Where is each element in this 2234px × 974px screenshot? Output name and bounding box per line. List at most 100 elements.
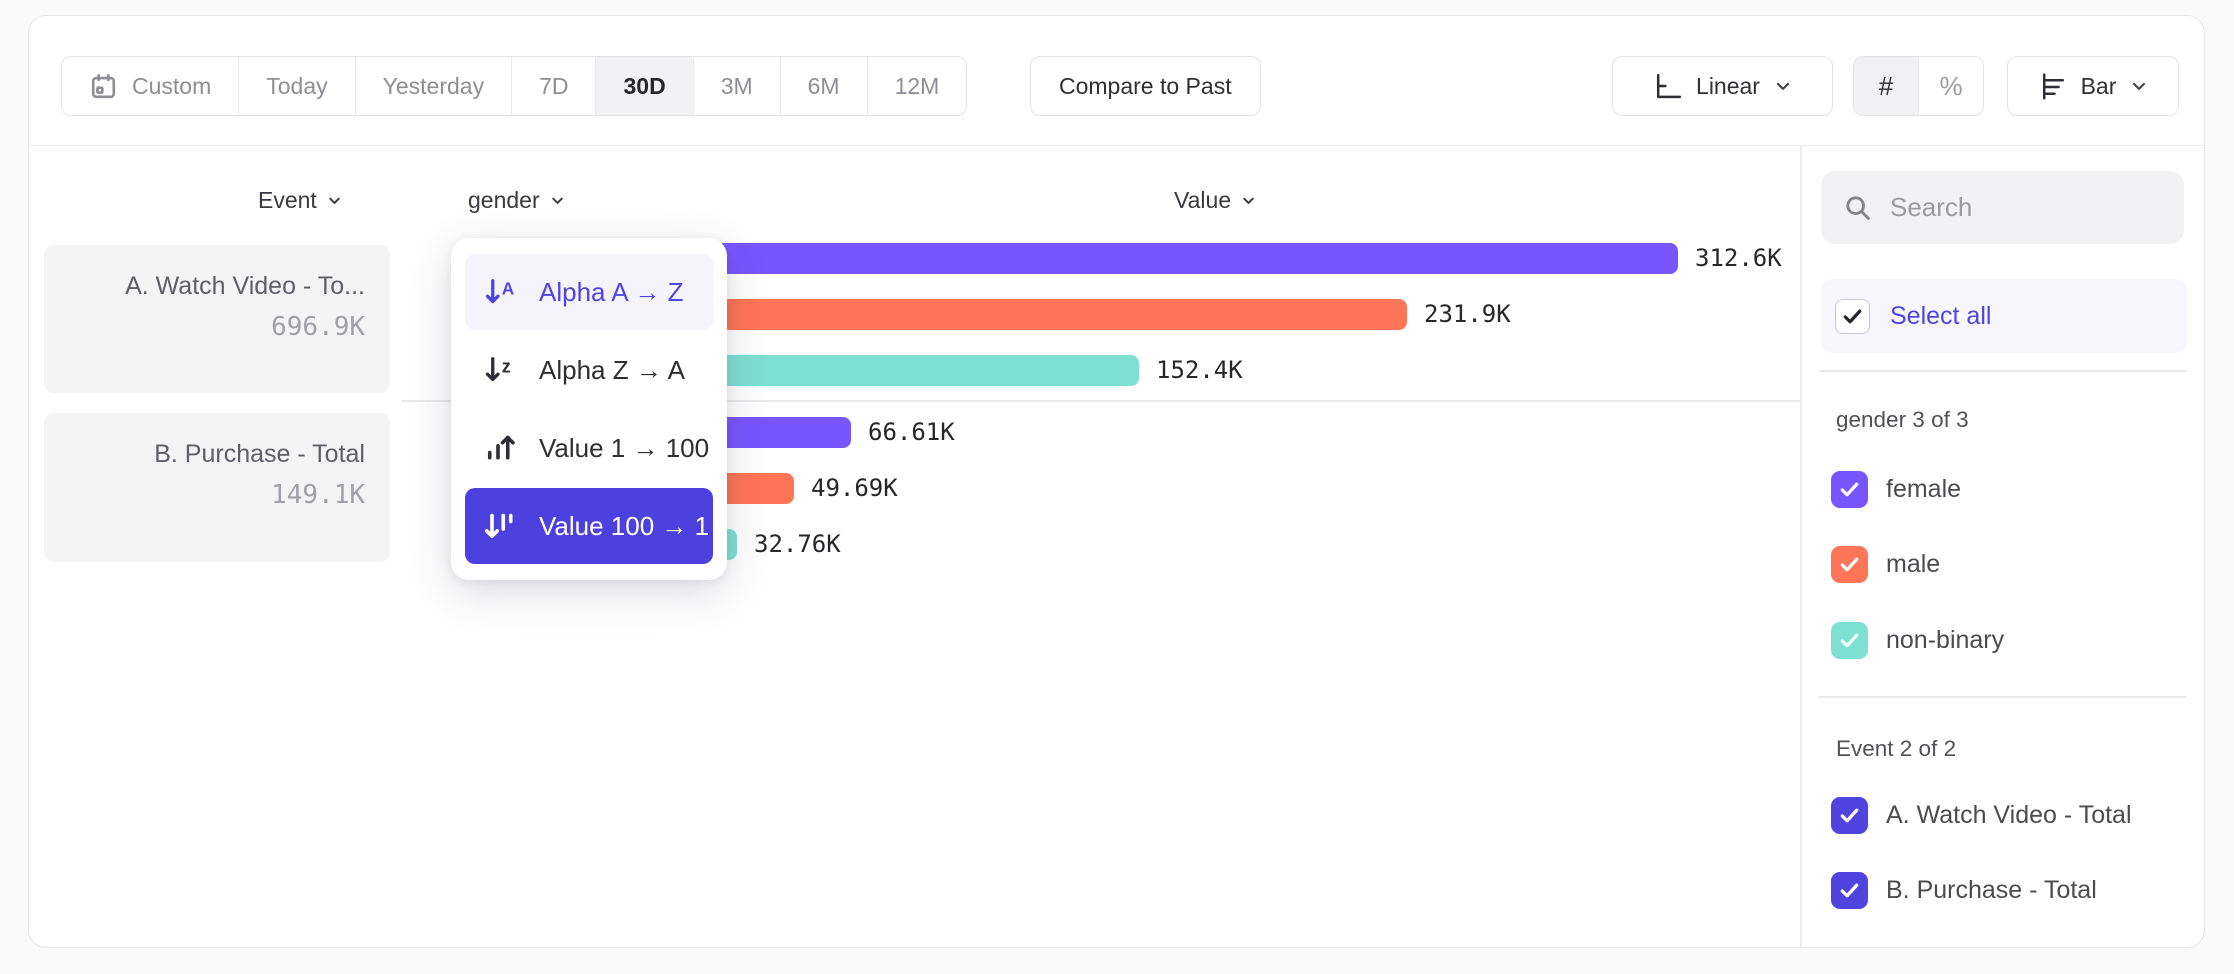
value-column-header[interactable]: Value — [1174, 187, 1257, 214]
svg-text:A: A — [502, 278, 514, 298]
value-format-toggle: # % — [1853, 56, 1984, 116]
filter-row-non-binary[interactable]: non-binary — [1831, 622, 2004, 659]
scale-selector-label: Linear — [1696, 72, 1760, 99]
bar-row: 32.76K — [627, 516, 1782, 572]
chevron-down-icon — [1243, 197, 1254, 204]
sort-alpha-asc-icon: A — [485, 278, 514, 304]
filter-label: male — [1886, 550, 1941, 578]
date-range-today[interactable]: Today — [239, 57, 356, 115]
hash-icon: # — [1878, 70, 1894, 101]
sort-dropdown-menu: A Alpha A → Z z Alpha Z → A Value 1 → 10… — [451, 238, 727, 580]
chevron-down-icon — [329, 197, 340, 204]
select-all-label: Select all — [1890, 301, 1992, 330]
checkmark-icon — [1840, 808, 1859, 823]
date-range-selector: Custom Today Yesterday 7D 30D 3M 6M 12M — [61, 56, 968, 116]
axis-linear-icon — [1656, 73, 1682, 98]
sidebar-divider — [1800, 146, 1802, 947]
filter-label: A. Watch Video - Total — [1886, 801, 2132, 829]
chevron-down-icon — [551, 197, 563, 204]
svg-text:z: z — [502, 356, 511, 376]
report-body: Event gender Value A. Watch Video - To..… — [29, 146, 2225, 947]
sort-value-desc-icon — [484, 513, 513, 538]
toolbar: Custom Today Yesterday 7D 30D 3M 6M 12M … — [29, 16, 2204, 146]
watch-video-checkbox[interactable] — [1831, 797, 1868, 834]
filter-row-watch-video[interactable]: A. Watch Video - Total — [1831, 797, 2132, 834]
female-checkbox[interactable] — [1831, 471, 1868, 508]
section-title-gender: gender 3 of 3 — [1836, 407, 1969, 432]
calendar-icon — [91, 73, 116, 98]
sort-option-alpha-asc[interactable]: A Alpha A → Z — [465, 254, 713, 330]
sort-option-alpha-desc[interactable]: z Alpha Z → A — [465, 332, 713, 408]
bar-group-watch-video: 312.6K 231.9K 152.4K — [627, 230, 1782, 398]
event-card-watch-video[interactable]: A. Watch Video - To... 696.9K — [44, 245, 390, 393]
chevron-down-icon — [2133, 82, 2146, 90]
event-name: A. Watch Video - To... — [125, 272, 365, 300]
bar-value-label: 152.4K — [1156, 356, 1243, 384]
sort-option-label: Value 100 → 1 — [539, 510, 710, 541]
scale-selector-button[interactable]: Linear — [1612, 56, 1833, 116]
bar-chart-icon — [2042, 72, 2064, 100]
date-range-30d[interactable]: 30D — [596, 57, 694, 115]
sidebar-section-divider — [1819, 370, 2187, 372]
filter-row-purchase[interactable]: B. Purchase - Total — [1831, 872, 2097, 909]
date-range-label: Custom — [132, 72, 212, 99]
select-all-checkbox[interactable] — [1835, 298, 1870, 334]
search-icon — [1846, 196, 1870, 220]
non-binary-checkbox[interactable] — [1831, 622, 1868, 659]
date-range-3m[interactable]: 3M — [694, 57, 781, 115]
bar-row: 66.61K — [627, 404, 1782, 460]
format-count-toggle[interactable]: # — [1854, 57, 1918, 115]
date-range-6m[interactable]: 6M — [781, 57, 868, 115]
date-range-7d[interactable]: 7D — [512, 57, 597, 115]
chart-type-button[interactable]: Bar — [2007, 56, 2179, 116]
filter-label: B. Purchase - Total — [1886, 876, 2097, 904]
date-range-12m[interactable]: 12M — [894, 72, 940, 99]
event-column-header[interactable]: Event — [258, 187, 343, 214]
search-input[interactable] — [1890, 192, 2225, 223]
format-percent-toggle[interactable]: % — [1918, 57, 1983, 115]
percent-icon: % — [1939, 70, 1963, 101]
checkmark-icon — [1840, 883, 1859, 898]
sort-option-value-desc[interactable]: Value 100 → 1 — [465, 488, 713, 564]
compare-to-past-button[interactable]: Compare to Past — [1030, 56, 1261, 116]
sort-alpha-desc-icon: z — [485, 356, 511, 382]
sort-option-label: Alpha Z → A — [539, 354, 685, 385]
insights-report-card: Custom Today Yesterday 7D 30D 3M 6M 12M … — [28, 15, 2225, 948]
filter-row-male[interactable]: male — [1831, 546, 1940, 583]
checkmark-icon — [1843, 309, 1862, 323]
bar-group-purchase: 66.61K 49.69K 32.76K — [627, 404, 1782, 572]
sidebar-section-divider — [1819, 696, 2187, 698]
bar-value-label: 49.69K — [811, 474, 898, 502]
select-all-row[interactable]: Select all — [1821, 279, 2187, 353]
date-range-custom[interactable]: Custom — [62, 57, 240, 115]
breakdown-column-header[interactable]: gender — [468, 187, 566, 214]
event-name: B. Purchase - Total — [154, 440, 365, 468]
filter-label: female — [1886, 475, 1962, 503]
bar-watch-video-female[interactable] — [627, 242, 1678, 274]
sort-option-value-asc[interactable]: Value 1 → 100 — [465, 410, 713, 486]
date-range-yesterday[interactable]: Yesterday — [356, 57, 513, 115]
bar-row: 312.6K — [627, 230, 1782, 286]
group-divider — [401, 400, 1800, 402]
male-checkbox[interactable] — [1831, 546, 1868, 583]
checkmark-icon — [1840, 482, 1859, 497]
sort-option-label: Alpha A → Z — [539, 276, 684, 307]
bar-value-label: 32.76K — [754, 530, 841, 558]
event-card-purchase[interactable]: B. Purchase - Total 149.1K — [44, 413, 390, 562]
filter-row-female[interactable]: female — [1831, 471, 1961, 508]
chevron-down-icon — [1776, 82, 1790, 90]
bar-value-label: 66.61K — [868, 418, 955, 446]
bar-watch-video-male[interactable] — [627, 298, 1407, 330]
checkmark-icon — [1840, 557, 1859, 572]
bar-value-label: 312.6K — [1695, 244, 1782, 272]
bar-value-label: 231.9K — [1424, 300, 1511, 328]
filter-label: non-binary — [1886, 626, 2005, 654]
bar-row: 231.9K — [627, 286, 1782, 342]
chart-type-label: Bar — [2080, 72, 2117, 99]
section-title-event: Event 2 of 2 — [1836, 736, 1957, 761]
purchase-checkbox[interactable] — [1831, 872, 1868, 909]
bar-row: 49.69K — [627, 460, 1782, 516]
event-total: 149.1K — [271, 480, 365, 510]
checkmark-icon — [1840, 633, 1859, 648]
sidebar-search — [1821, 171, 2225, 244]
